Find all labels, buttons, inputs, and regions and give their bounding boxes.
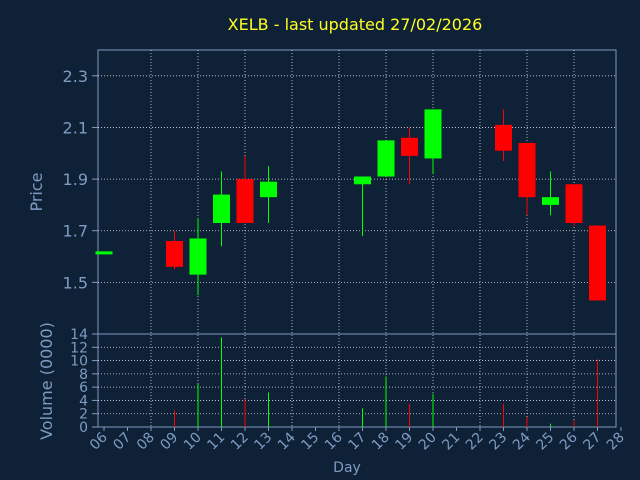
volume-plot-area bbox=[97, 333, 617, 428]
candle-body bbox=[518, 142, 536, 198]
candlesticks bbox=[95, 109, 606, 301]
day-tick-label: 13 bbox=[251, 430, 275, 454]
grid bbox=[98, 50, 616, 427]
candle-body bbox=[260, 181, 277, 198]
volume-tick-label: 2 bbox=[79, 407, 88, 423]
candle-body bbox=[354, 176, 371, 185]
candle-body bbox=[189, 238, 207, 275]
day-tick-label: 15 bbox=[298, 430, 322, 454]
volume-tick-label: 10 bbox=[70, 354, 88, 370]
price-tick-label: 2.3 bbox=[63, 67, 88, 86]
day-tick-label: 19 bbox=[392, 430, 416, 454]
day-tick-label: 09 bbox=[157, 430, 181, 454]
candle-body bbox=[213, 194, 230, 223]
day-tick-label: 25 bbox=[533, 430, 557, 454]
volume-tick-label: 14 bbox=[70, 327, 88, 343]
x-axis-label: Day bbox=[333, 460, 361, 476]
candle-body bbox=[565, 184, 583, 223]
candle-body bbox=[424, 109, 442, 159]
candle-body bbox=[377, 140, 395, 177]
price-tick-label: 1.9 bbox=[63, 170, 88, 189]
day-tick-label: 10 bbox=[181, 430, 205, 454]
candle-body bbox=[236, 179, 254, 223]
day-tick-label: 16 bbox=[322, 429, 346, 453]
day-tick-label: 23 bbox=[486, 430, 510, 454]
candle-body bbox=[495, 124, 512, 151]
day-tick-label: 20 bbox=[416, 430, 440, 454]
day-tick-label: 27 bbox=[580, 430, 604, 454]
volume-axis-label: Volume (0000) bbox=[37, 322, 56, 440]
volume-tick-label: 8 bbox=[79, 367, 88, 383]
candle-body bbox=[166, 241, 183, 267]
day-tick-label: 14 bbox=[275, 429, 299, 453]
volume-tick-label: 0 bbox=[79, 420, 88, 436]
day-tick-label: 07 bbox=[110, 430, 134, 454]
price-tick-label: 1.7 bbox=[63, 222, 88, 241]
volume-bars bbox=[174, 337, 598, 427]
price-tick-label: 2.1 bbox=[63, 118, 88, 137]
chart-title: XELB - last updated 27/02/2026 bbox=[228, 15, 483, 34]
candle-body bbox=[401, 137, 418, 156]
volume-tick-label: 6 bbox=[79, 380, 88, 396]
day-tick-label: 22 bbox=[463, 430, 487, 454]
price-axis-label: Price bbox=[27, 172, 46, 211]
day-tick-label: 24 bbox=[510, 429, 534, 453]
day-tick-label: 28 bbox=[604, 430, 628, 454]
candle-body bbox=[95, 251, 113, 255]
day-tick-label: 21 bbox=[439, 430, 463, 454]
day-tick-label: 12 bbox=[228, 430, 252, 454]
price-tick-label: 1.5 bbox=[63, 273, 88, 292]
volume-tick-label: 12 bbox=[70, 340, 88, 356]
day-tick-label: 26 bbox=[557, 429, 581, 453]
volume-tick-label: 4 bbox=[79, 393, 88, 409]
candle-body bbox=[542, 197, 559, 205]
candle-body bbox=[589, 225, 606, 301]
day-tick-label: 17 bbox=[345, 430, 369, 454]
price-plot-area bbox=[97, 49, 617, 335]
day-tick-label: 08 bbox=[134, 430, 158, 454]
day-tick-label: 18 bbox=[369, 430, 393, 454]
day-tick-label: 11 bbox=[204, 430, 228, 454]
day-tick-label: 06 bbox=[87, 429, 111, 453]
